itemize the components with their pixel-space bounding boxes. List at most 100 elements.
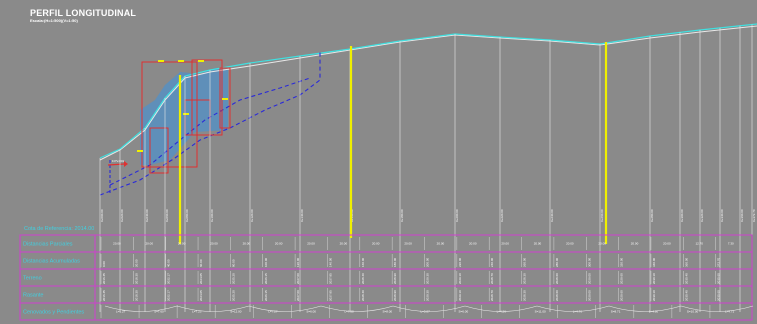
station-label: 0+372.70	[752, 209, 756, 222]
band-cell: 7.30	[728, 242, 734, 246]
band-cell: 320.00	[620, 257, 624, 267]
vertical-curve	[464, 305, 538, 312]
band-cell: 300.00	[587, 257, 591, 267]
band-cell: L=7.27	[268, 310, 278, 314]
band-cell: 2029.10	[458, 290, 462, 301]
band-cell: 2030.40	[684, 290, 688, 301]
band-cell: 20.00	[210, 242, 218, 246]
band-cell: 2030.60	[717, 273, 721, 284]
band-cell: 2029.30	[426, 290, 430, 301]
band-cell: 20.00	[469, 242, 477, 246]
station-label: 0+200.00	[455, 209, 459, 222]
station-label: 0+100.00	[210, 209, 214, 222]
band-cell: 2028.60	[555, 290, 559, 301]
vertical-curve	[320, 305, 394, 312]
band-cell: 2028.40	[361, 273, 365, 284]
band-cell: 20.00	[501, 242, 509, 246]
band-cell: 100.00	[264, 257, 268, 267]
band-cell: 20.00	[437, 242, 445, 246]
band-cell: 0.00	[102, 261, 106, 267]
band-label: Distancias Acumuladas	[23, 259, 80, 265]
station-label: 0+260.00	[600, 209, 604, 222]
band-cell: 2028.60	[555, 273, 559, 284]
band-cell: 20.00	[598, 242, 606, 246]
band-cell: L=4.66	[649, 310, 659, 314]
marker-tick	[198, 60, 204, 62]
vertical-curve	[104, 305, 178, 312]
page-title: PERFIL LONGITUDINAL	[30, 8, 137, 18]
band-cell: 20.00	[404, 242, 412, 246]
band-label: Rasante	[23, 293, 44, 299]
band-cell: 240.00	[490, 257, 494, 267]
station-label: 0+000.00	[100, 209, 104, 222]
band-cell: 2029.30	[426, 273, 430, 284]
band-cell: 12.70	[695, 242, 703, 246]
band-cell: 372.70	[717, 257, 721, 267]
marker-tick	[178, 60, 184, 62]
band-cell: 20.00	[566, 242, 574, 246]
fill-area	[140, 68, 228, 165]
band-cell: 340.00	[652, 257, 656, 267]
band-cell: 20.00	[534, 242, 542, 246]
datum-label: Cota de Referencia: 2014.00	[24, 226, 94, 232]
band-label: Cenovados y Pendientes	[23, 310, 84, 316]
band-cell: S=6.00	[459, 310, 469, 314]
band-cell: 20.00	[113, 242, 121, 246]
band-cell: 20.00	[340, 242, 348, 246]
structure-box	[141, 61, 198, 168]
band-label: Terreno	[23, 276, 42, 282]
band-cell: 2028.30	[523, 290, 527, 301]
vertical-curve	[608, 305, 682, 312]
vertical-curve	[392, 305, 466, 312]
band-cell: 20.00	[307, 242, 315, 246]
station-label: 0+060.00	[165, 209, 169, 222]
page-subtitle: Escala:(H=1:500)(V=1:50)	[30, 18, 78, 23]
band-cell: 2018.30	[134, 290, 138, 301]
band-cell: 40.00	[167, 259, 171, 267]
band-cell: 2028.40	[361, 290, 365, 301]
band-cell: 2030.60	[717, 290, 721, 301]
station-label: 0+120.00	[250, 209, 254, 222]
band-cell: 2029.60	[620, 290, 624, 301]
band-cell: 2028.90	[393, 273, 397, 284]
station-label: 0+300.00	[680, 209, 684, 222]
band-cell: 2027.00	[296, 273, 300, 284]
arrow-label: F.PV-001	[112, 159, 125, 163]
station-label: 0+020.00	[120, 209, 124, 222]
band-cell: S=8.00	[382, 310, 392, 314]
band-row	[19, 251, 753, 270]
band-cell: S=6.00	[306, 310, 316, 314]
band-cell: 2022.17	[167, 290, 171, 301]
band-cell: 180.00	[393, 257, 397, 267]
band-cell: S=12.00	[230, 310, 242, 314]
band-label: Distancias Parciales	[23, 242, 73, 248]
vertical-curve	[680, 305, 754, 312]
band-cell: 280.00	[555, 257, 559, 267]
structure-box	[219, 67, 231, 129]
structure-box	[149, 127, 169, 174]
marker-tick	[137, 150, 143, 152]
station-label: 0+040.00	[145, 209, 149, 222]
vertical-curve	[536, 305, 610, 312]
band-cell: S=7.60	[154, 310, 164, 314]
band-cell: 2029.00	[587, 290, 591, 301]
marker-tick	[183, 113, 189, 115]
band-table: Distancias Parciales 20.00 20.00 20.00 20.00…	[19, 234, 754, 321]
band-cell: 60.00	[199, 259, 203, 267]
band-cell: 20.00	[134, 259, 138, 267]
station-label: 0+220.00	[500, 209, 504, 222]
band-cell: 2029.00	[587, 273, 591, 284]
band-cell: 2026.15	[264, 290, 268, 301]
band-cell: L=4.71	[725, 310, 735, 314]
band-cell: S=10.00	[687, 310, 699, 314]
band-cell: 2028.70	[490, 273, 494, 284]
band-cell: 2029.60	[620, 273, 624, 284]
vertical-curve	[176, 305, 250, 312]
band-cell: 2025.20	[231, 290, 235, 301]
station-label: 0+340.00	[720, 209, 724, 222]
band-cell: 20.00	[631, 242, 639, 246]
band-cell: 20.00	[663, 242, 671, 246]
band-cell: 160.00	[361, 257, 365, 267]
